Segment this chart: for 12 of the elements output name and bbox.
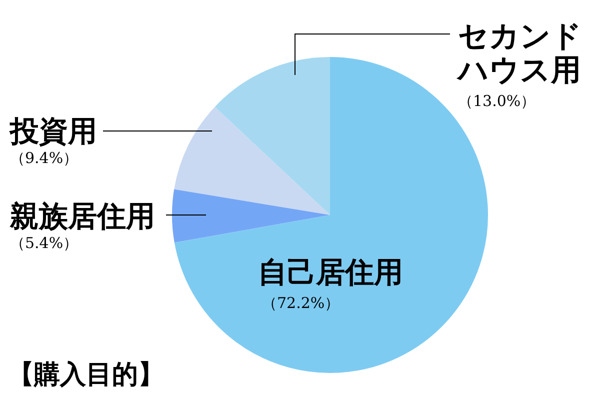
slice-label: 親族居住用 xyxy=(9,199,155,233)
data-label: （9.4%） xyxy=(10,149,78,167)
data-label: （72.2%） xyxy=(262,294,340,312)
slice-label: 自己居住用 xyxy=(258,255,403,289)
pie-slice xyxy=(172,189,330,243)
pie-slice xyxy=(214,57,330,215)
pie-slice xyxy=(174,106,330,215)
slice-label: 投資用 xyxy=(9,114,97,148)
data-label: （13.0%） xyxy=(458,92,536,110)
text: 【購入目的】 xyxy=(8,360,164,390)
data-label: （5.4%） xyxy=(10,234,78,252)
slice-label: セカンドハウス用 xyxy=(456,19,582,88)
